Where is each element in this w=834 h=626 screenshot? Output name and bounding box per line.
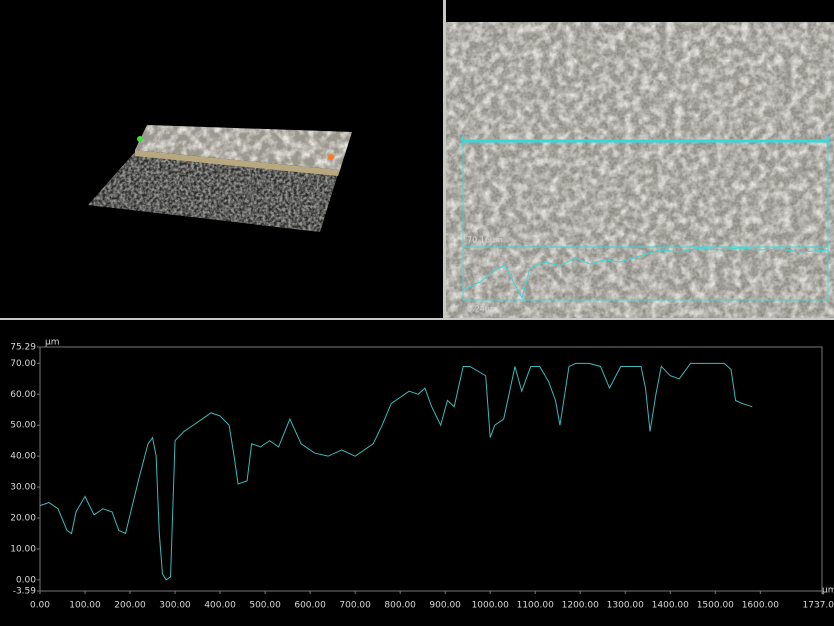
x-tick-label: 1300.00 <box>607 601 644 611</box>
y-tick-label: 0.00 <box>16 575 36 585</box>
x-tick-label: 600.00 <box>294 601 326 611</box>
x-tick-label: 1000.00 <box>472 601 509 611</box>
end-marker <box>328 154 334 160</box>
micro-image <box>446 22 834 318</box>
start-marker <box>137 136 143 142</box>
x-tick-label: 700.00 <box>339 601 371 611</box>
y-tick-label: 70.00 <box>10 359 36 369</box>
x-tick-label: 1400.00 <box>652 601 689 611</box>
x-axis-label: µm <box>822 586 834 596</box>
x-tick-label: 1737.0 <box>803 601 834 611</box>
y-tick-label: -3.59 <box>13 587 37 597</box>
profile-chart: -3.59 0.00 10.00 20.00 30.00 40.00 50.00 60.00 7… <box>10 343 834 611</box>
page: 70.16µm 0.24µm -3.59 0.00 10.00 20.00 30.00 4… <box>0 0 834 626</box>
y-tick-label: 50.00 <box>10 421 36 431</box>
app-window: 70.16µm 0.24µm -3.59 0.00 10.00 20.00 30.00 4… <box>0 0 834 626</box>
x-tick-label: 900.00 <box>429 601 461 611</box>
x-tick-label: 400.00 <box>204 601 236 611</box>
profile-line <box>40 363 752 580</box>
y-tick-label: 30.00 <box>10 483 36 493</box>
x-tick-label: 300.00 <box>159 601 191 611</box>
x-tick-label: 500.00 <box>249 601 281 611</box>
x-tick-label: 1100.00 <box>517 601 554 611</box>
x-tick-label: 1200.00 <box>562 601 599 611</box>
y-tick-label: 75.29 <box>10 343 36 353</box>
y-tick-label: 10.00 <box>10 544 36 554</box>
x-tick-label: 0.00 <box>30 601 50 611</box>
x-tick-label: 100.00 <box>69 601 101 611</box>
x-tick-label: 800.00 <box>384 601 416 611</box>
x-tick-label: 1600.00 <box>742 601 779 611</box>
x-tick-label: 200.00 <box>114 601 146 611</box>
y-axis-label: µm <box>45 338 60 348</box>
y-tick-label: 20.00 <box>10 514 36 524</box>
y-tick-label: 40.00 <box>10 452 36 462</box>
annotation: 0.24µm <box>467 305 498 314</box>
annotation: 70.16µm <box>467 236 503 245</box>
separator <box>443 0 446 318</box>
x-tick-label: 1500.00 <box>697 601 734 611</box>
y-tick-label: 60.00 <box>10 390 36 400</box>
separator <box>0 318 834 320</box>
plot-frame <box>40 347 822 591</box>
